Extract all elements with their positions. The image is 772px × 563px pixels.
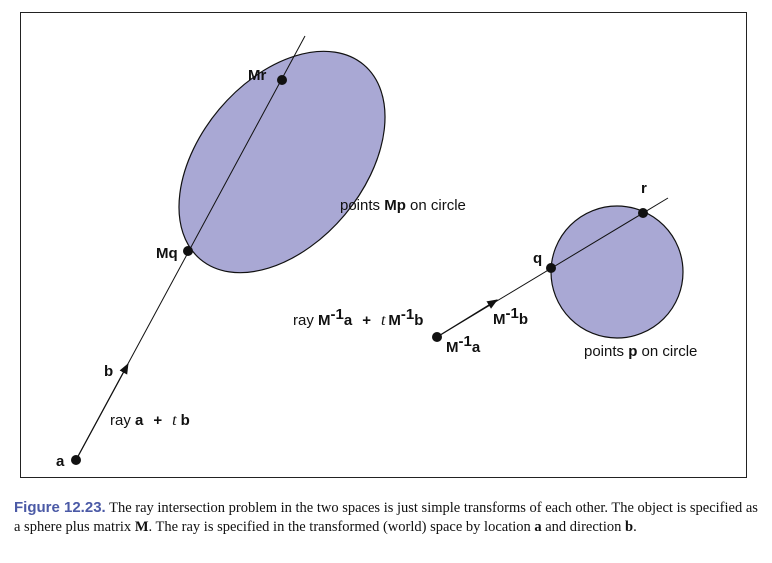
point-r [638,208,648,218]
object-origin-label: M-1a [446,333,481,356]
point-Mr [277,75,287,85]
world-ellipse-label: points Mp on circle [340,197,466,214]
caption-text: The ray intersection problem in the two … [14,500,758,535]
object-circle [550,205,684,339]
object-direction-arrow [436,299,498,338]
label-a: a [56,453,65,470]
label-r: r [641,180,647,197]
label-Mr: Mr [248,67,266,84]
caption-label: Figure 12.23. [14,499,106,516]
ray-transform-diagram: a b Mq Mr points Mp on circle ray a + t b q… [56,35,697,470]
world-ellipse [178,50,386,274]
object-direction-label: M-1b [493,305,528,328]
world-direction-arrow [75,363,129,461]
label-Mq: Mq [156,245,178,262]
point-Mq [183,246,193,256]
object-circle-label: points p on circle [584,343,697,360]
caption-text: . The ray is specified in the transforme… [148,519,535,535]
world-ray-label: ray a + t b [110,412,190,429]
caption-text: and direction [541,519,625,535]
caption-bold-b: b [624,519,634,535]
label-q: q [533,250,542,267]
label-b: b [104,363,113,380]
object-ray-label: ray M-1a + t M-1b [293,306,423,329]
point-M-inv-a [432,332,442,342]
point-a [71,455,81,465]
point-q [546,263,556,273]
figure-caption: Figure 12.23. The ray intersection probl… [14,498,759,537]
caption-text: . [633,519,637,535]
caption-bold-M: M [134,519,149,535]
caption-bold-a: a [534,519,542,535]
